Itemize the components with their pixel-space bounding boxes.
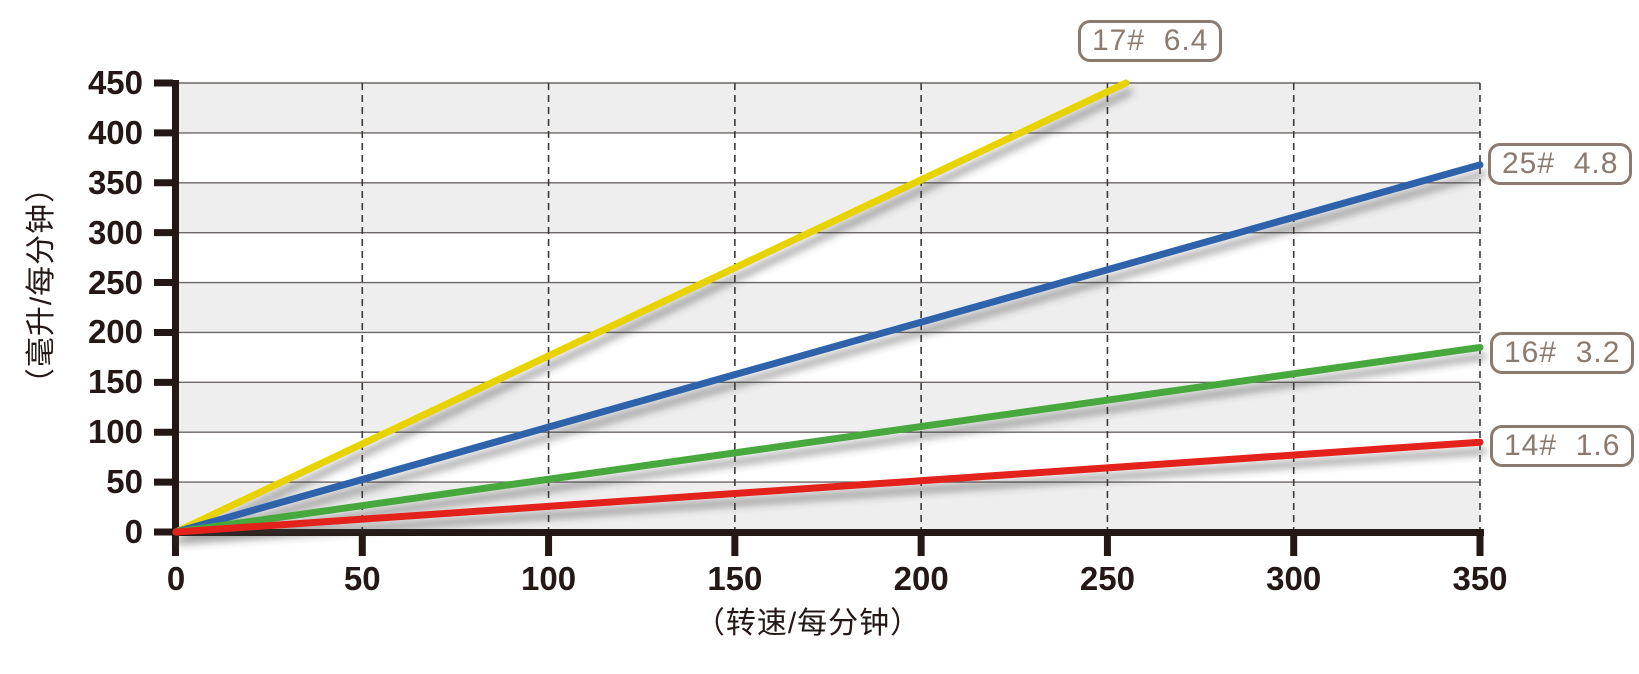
y-axis-tick-label: 50 [106, 463, 143, 501]
series-label-17: 17# 6.4 [1078, 20, 1223, 62]
y-axis-tick-label: 250 [87, 263, 143, 301]
y-axis-tick-label: 100 [87, 413, 143, 451]
y-axis-tick-label: 450 [87, 64, 143, 101]
y-axis-title: （毫升/每分钟） [25, 171, 58, 399]
series-line-2 [172, 343, 1484, 536]
series-line-1 [172, 161, 1484, 536]
x-axis-tick-label: 300 [1266, 560, 1322, 597]
x-axis-title: （转速/每分钟） [694, 607, 922, 640]
x-axis-tick-label: 350 [1452, 560, 1508, 597]
x-axis-tick-label: 250 [1079, 560, 1135, 597]
x-axis-tick-label: 200 [893, 560, 949, 597]
x-axis-tick-label: 150 [707, 560, 763, 597]
band-row [176, 382, 1480, 433]
x-axis-tick-label: 50 [343, 560, 381, 597]
series-label-25: 25# 4.8 [1488, 143, 1633, 185]
series-label-14: 14# 1.6 [1490, 425, 1635, 467]
y-axis-tick-label: 300 [87, 213, 143, 251]
series-line-0 [172, 79, 1130, 536]
series-line-3 [172, 438, 1484, 536]
series-label-16: 16# 3.2 [1490, 332, 1635, 374]
y-axis-tick-label: 400 [87, 113, 143, 151]
band-row [176, 83, 1480, 133]
y-axis-tick-label: 350 [87, 163, 143, 201]
x-axis-tick-label: 100 [521, 560, 577, 597]
x-axis-tick-label: 0 [166, 560, 186, 597]
y-axis-tick-label: 150 [87, 363, 143, 401]
band-row [176, 282, 1480, 333]
series-lines [172, 79, 1484, 536]
y-axis-tick-label: 200 [87, 313, 143, 351]
y-axis-tick-label: 0 [124, 513, 143, 550]
